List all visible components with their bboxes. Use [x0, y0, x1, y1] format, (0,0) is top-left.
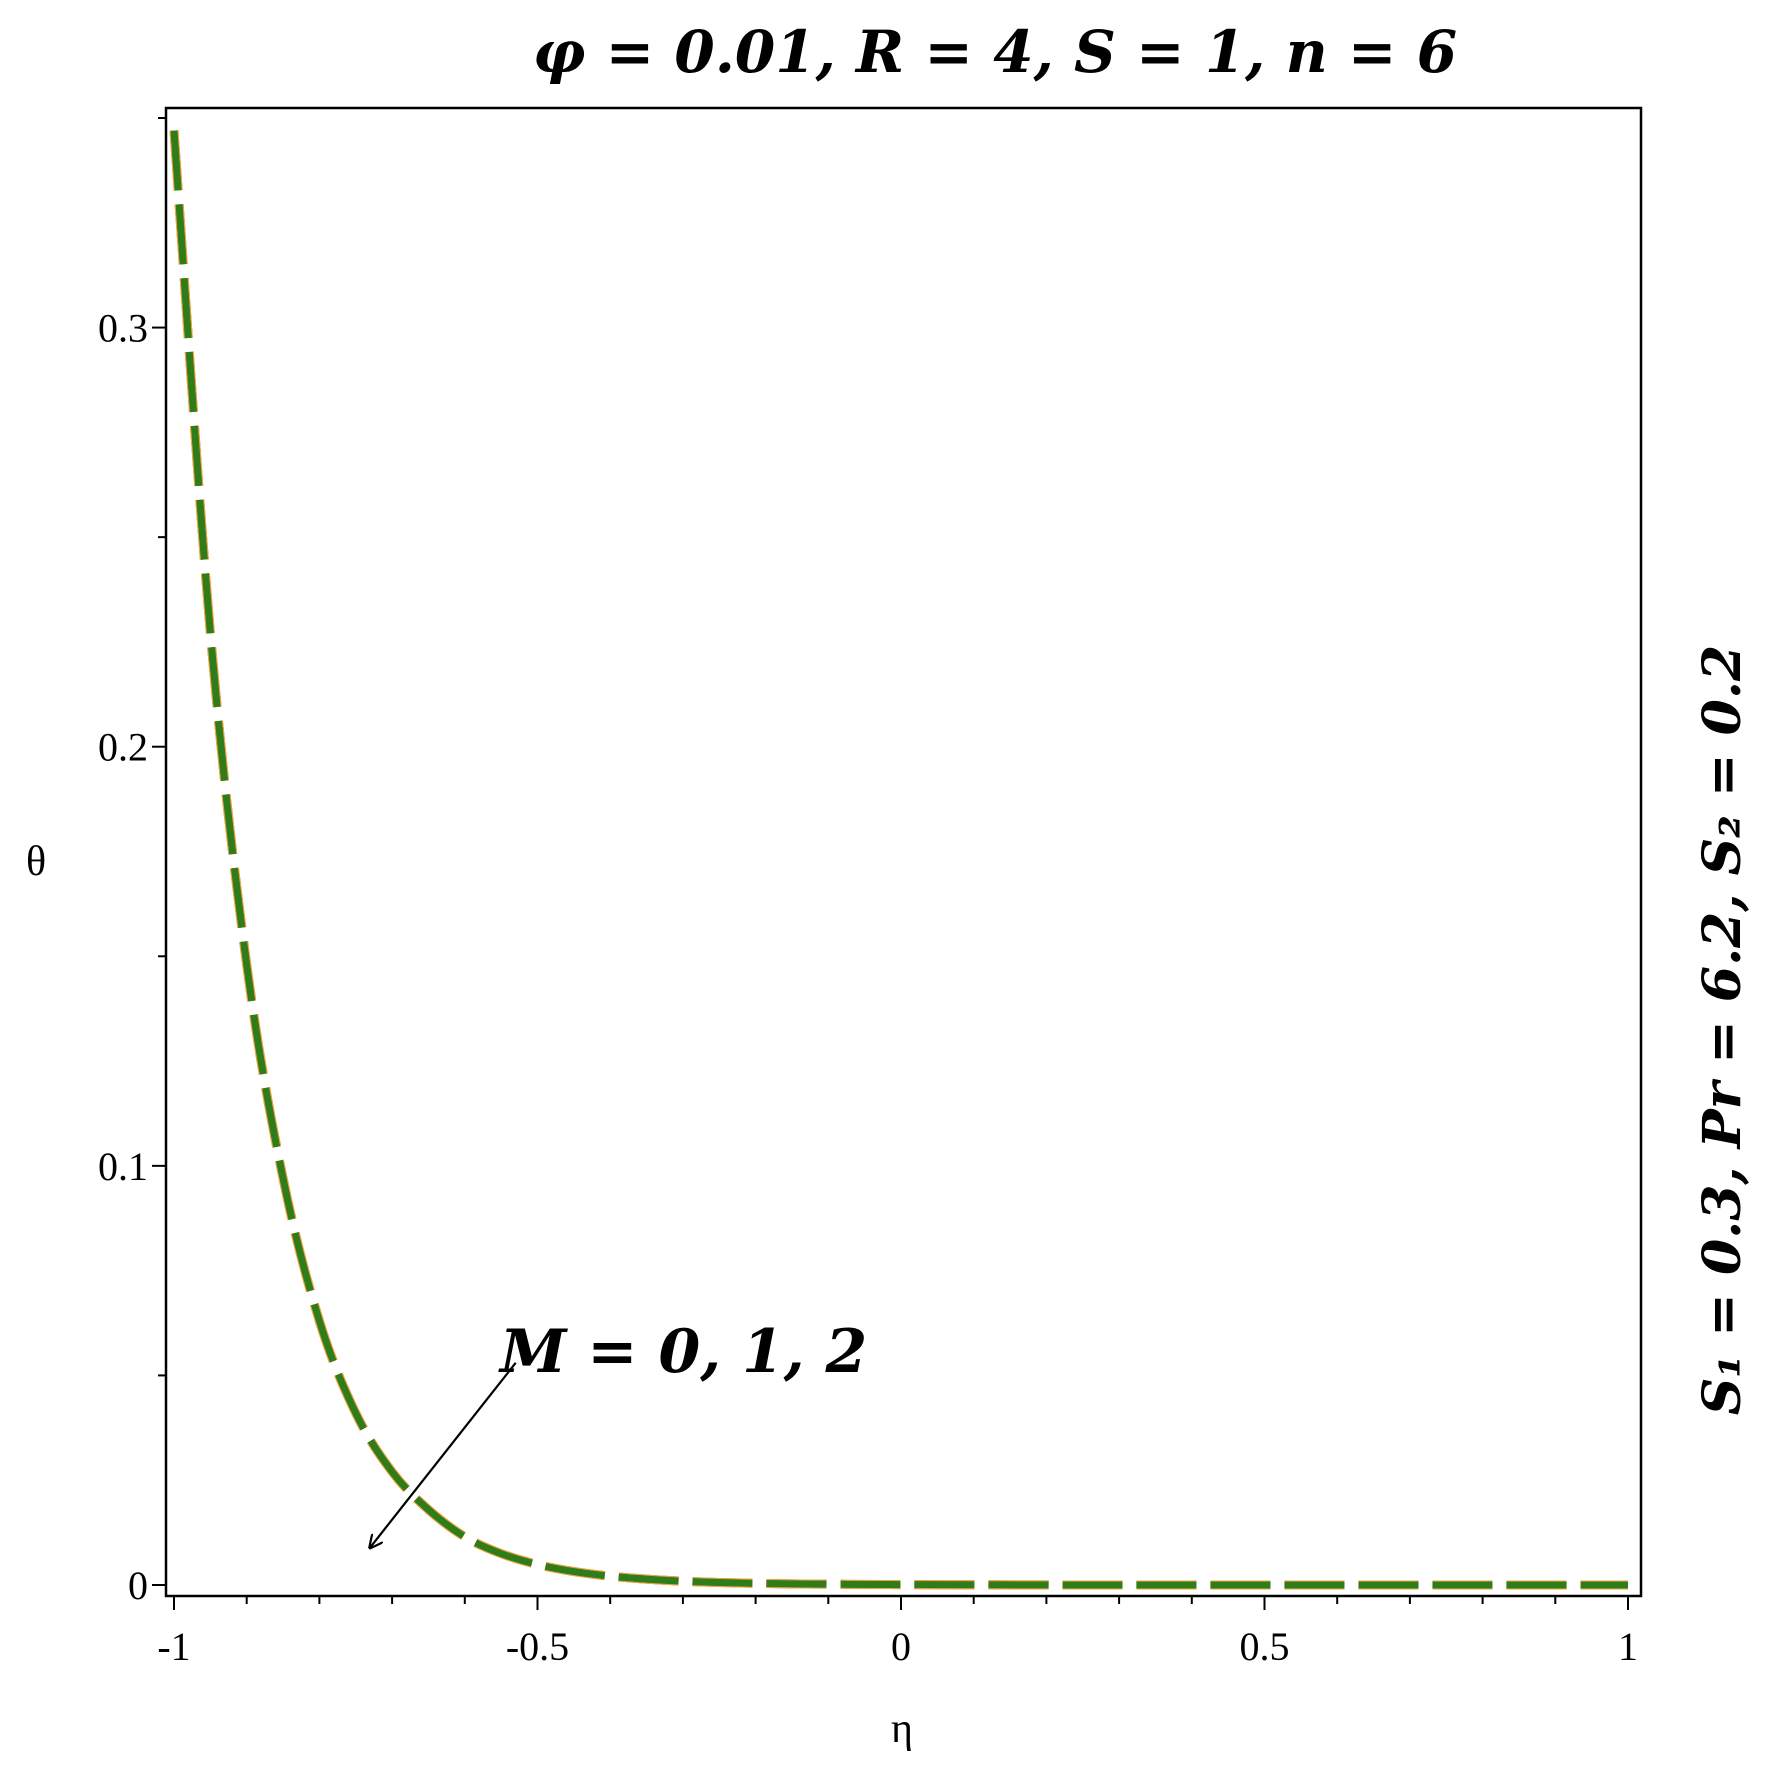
x-tick-label: 0.5: [1240, 1624, 1290, 1669]
annotation-arrow: [370, 1362, 517, 1547]
series-line: [169, 130, 1628, 1590]
y-tick-label: 0.2: [98, 725, 148, 770]
x-tick-label: 0: [891, 1624, 911, 1669]
y-tick-label: 0.3: [98, 306, 148, 351]
y-tick-label: 0: [128, 1563, 148, 1608]
x-axis-label: η: [891, 1706, 913, 1752]
x-axis-ticks: [173, 1596, 1629, 1610]
x-tick-label: 1: [1618, 1624, 1638, 1669]
x-tick-label: -0.5: [506, 1624, 569, 1669]
y-axis-ticks: [152, 117, 166, 1586]
x-tick-label: -1: [157, 1624, 190, 1669]
x-axis-tick-labels: -1 -0.5 0 0.5 1: [157, 1624, 1638, 1669]
series-line: [169, 130, 1628, 1590]
chart-title: φ = 0.01, R = 4, S = 1, n = 6: [533, 18, 1457, 86]
side-label: S₁ = 0.3, Pr = 6.2, S₂ = 0.2: [1692, 645, 1753, 1415]
y-axis-tick-labels: 0 0.1 0.2 0.3: [98, 306, 148, 1608]
plot-frame: [164, 106, 1643, 1598]
series-group: [169, 130, 1628, 1590]
y-axis-label: θ: [26, 839, 46, 885]
series-line: [170, 130, 1628, 1589]
y-tick-label: 0.1: [98, 1144, 148, 1189]
annotation-label: M = 0, 1, 2: [498, 1317, 867, 1387]
